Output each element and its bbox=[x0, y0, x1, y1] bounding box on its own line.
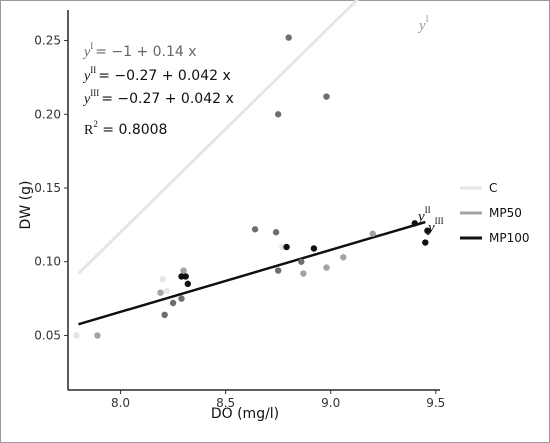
data-point bbox=[169, 299, 177, 307]
data-point bbox=[274, 111, 282, 118]
line-label-mp50: yII bbox=[416, 205, 431, 225]
data-point bbox=[369, 230, 376, 237]
x-tick-label: 8.5 bbox=[216, 396, 235, 410]
x-tick-label: 9.5 bbox=[426, 396, 445, 410]
axes: 8.0 8.5 9.0 9.5 0.05 0.10 0.15 0.20 0.25 bbox=[34, 10, 445, 410]
y-tick-label: 0.25 bbox=[34, 34, 61, 48]
legend-label-mp100: MP100 bbox=[489, 231, 530, 245]
regression-lines bbox=[77, 0, 426, 326]
data-point bbox=[310, 245, 318, 252]
y-tick-label: 0.15 bbox=[34, 181, 61, 195]
x-tick-label: 9.0 bbox=[321, 396, 340, 410]
y-tick-label: 0.10 bbox=[34, 255, 61, 269]
legend-label-mp50: MP50 bbox=[489, 206, 522, 220]
data-point bbox=[159, 276, 166, 283]
y-axis-title: DW (g) bbox=[18, 181, 34, 230]
y-tick-label: 0.05 bbox=[34, 328, 61, 342]
data-point bbox=[163, 288, 170, 295]
equation-1: yI = −1 + 0.14 x bbox=[82, 41, 197, 60]
data-points bbox=[73, 34, 431, 339]
data-point bbox=[157, 289, 164, 296]
data-point bbox=[323, 93, 330, 100]
y-tick-label: 0.20 bbox=[34, 107, 61, 121]
data-point bbox=[73, 332, 80, 339]
data-point bbox=[411, 220, 418, 227]
data-point bbox=[422, 239, 429, 246]
data-point bbox=[424, 227, 431, 234]
data-point bbox=[283, 243, 290, 251]
line-label-c: yI bbox=[417, 14, 429, 34]
data-point bbox=[298, 258, 305, 265]
data-point bbox=[274, 267, 282, 274]
equation-annotations: yI = −1 + 0.14 x yII = −0.27 + 0.042 x yII… bbox=[82, 41, 234, 138]
data-point bbox=[340, 254, 347, 261]
data-point bbox=[94, 332, 101, 339]
line-labels: yI yII yIII bbox=[416, 14, 444, 236]
legend: C MP50 MP100 bbox=[460, 181, 530, 245]
data-point bbox=[300, 270, 307, 277]
data-point bbox=[323, 264, 330, 271]
r-squared: R2 = 0.8008 bbox=[84, 119, 167, 138]
data-point bbox=[285, 34, 292, 41]
x-tick-label: 8.0 bbox=[111, 396, 130, 410]
line-label-mp100: yIII bbox=[426, 216, 444, 236]
data-point bbox=[272, 229, 280, 236]
x-axis-title: DO (mg/l) bbox=[211, 406, 279, 422]
equation-3: yIII = −0.27 + 0.042 x bbox=[82, 88, 234, 107]
data-point bbox=[182, 273, 189, 280]
regression-line-mp100 bbox=[78, 220, 426, 326]
data-point bbox=[178, 295, 185, 302]
data-point bbox=[180, 267, 187, 274]
equation-2: yII = −0.27 + 0.042 x bbox=[82, 65, 231, 84]
regression-line-c bbox=[77, 0, 360, 275]
data-point bbox=[161, 311, 168, 318]
data-point bbox=[184, 280, 191, 288]
data-point bbox=[251, 226, 259, 233]
legend-label-c: C bbox=[489, 181, 497, 195]
